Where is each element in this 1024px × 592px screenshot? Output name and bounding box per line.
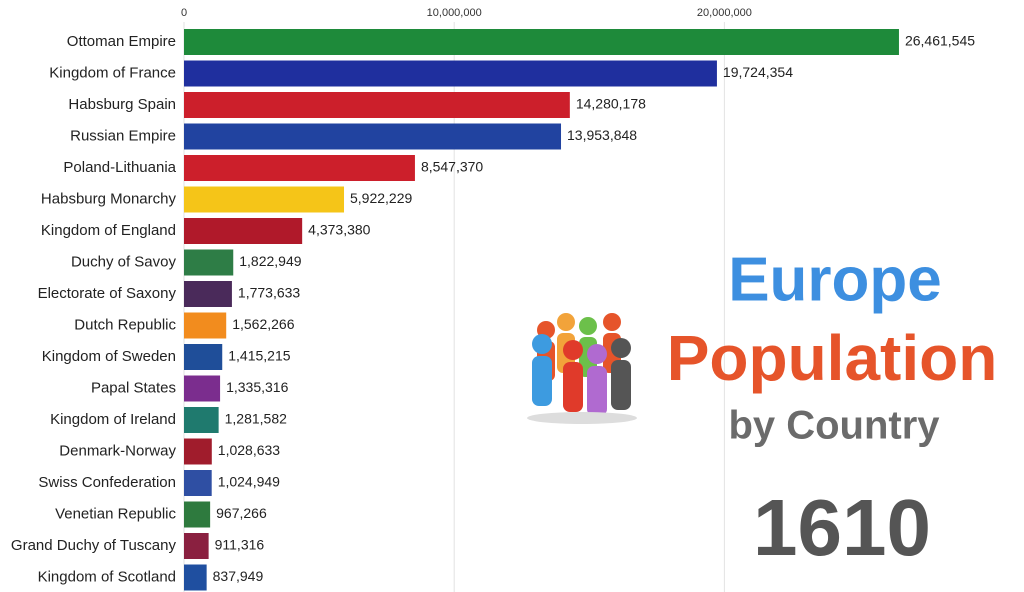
value-label: 1,281,582: [225, 411, 287, 427]
value-label: 1,415,215: [228, 348, 290, 364]
category-label: Venetian Republic: [55, 505, 176, 522]
x-tick-label: 20,000,000: [697, 7, 752, 19]
value-label: 14,280,178: [576, 96, 646, 112]
bar: [184, 438, 212, 465]
category-label: Poland-Lithuania: [63, 159, 176, 176]
value-label: 13,953,848: [567, 127, 637, 143]
category-label: Habsburg Spain: [68, 96, 176, 113]
bar: [184, 123, 562, 150]
bar: [184, 218, 303, 244]
category-label: Kingdom of England: [41, 222, 176, 239]
year-label: 1610: [753, 483, 931, 572]
bar: [184, 501, 211, 528]
category-label: Ottoman Empire: [67, 33, 176, 50]
value-label: 911,316: [215, 537, 265, 553]
category-label: Dutch Republic: [74, 316, 176, 333]
value-label: 8,547,370: [421, 159, 483, 175]
category-label: Russian Empire: [70, 127, 176, 144]
category-label: Kingdom of Scotland: [38, 568, 176, 585]
bar: [184, 375, 221, 402]
value-label: 967,266: [216, 505, 267, 521]
title-line: Europe: [728, 245, 942, 314]
bar: [184, 312, 227, 339]
bar: [184, 186, 345, 213]
bar: [184, 470, 212, 496]
category-label: Kingdom of Sweden: [42, 348, 176, 365]
value-label: 26,461,545: [905, 33, 975, 49]
bar: [184, 407, 219, 433]
value-label: 1,335,316: [226, 379, 288, 395]
bar: [184, 533, 209, 559]
category-label: Kingdom of Ireland: [50, 411, 176, 428]
value-label: 19,724,354: [723, 64, 793, 80]
value-label: 1,024,949: [218, 474, 280, 490]
title-line: by Country: [728, 404, 940, 448]
value-label: 4,373,380: [308, 222, 370, 238]
category-label: Grand Duchy of Tuscany: [11, 537, 177, 554]
value-label: 1,773,633: [238, 285, 300, 301]
category-label: Papal States: [91, 379, 176, 396]
bar: [184, 60, 717, 87]
bar: [184, 249, 234, 276]
category-label: Duchy of Savoy: [71, 253, 177, 270]
bar: [184, 564, 207, 591]
x-tick-label: 0: [181, 7, 187, 19]
category-label: Habsburg Monarchy: [41, 190, 177, 207]
value-label: 1,562,266: [232, 316, 294, 332]
bar: [184, 29, 899, 55]
x-tick-label: 10,000,000: [427, 7, 482, 19]
category-label: Kingdom of France: [49, 64, 176, 81]
value-label: 5,922,229: [350, 190, 412, 206]
people-icon: [527, 313, 637, 424]
bar: [184, 155, 415, 181]
category-label: Electorate of Saxony: [38, 285, 177, 302]
title-line: Population: [667, 322, 998, 394]
bar: [184, 281, 232, 307]
value-label: 1,822,949: [239, 253, 301, 269]
category-label: Swiss Confederation: [38, 474, 176, 491]
category-label: Denmark-Norway: [59, 442, 176, 459]
bar: [184, 344, 223, 370]
value-label: 1,028,633: [218, 442, 280, 458]
bar: [184, 92, 570, 118]
plot: 0 10,000,000 20,000,000 Ottoman Empire 26,46…: [11, 7, 975, 592]
value-label: 837,949: [213, 568, 264, 584]
